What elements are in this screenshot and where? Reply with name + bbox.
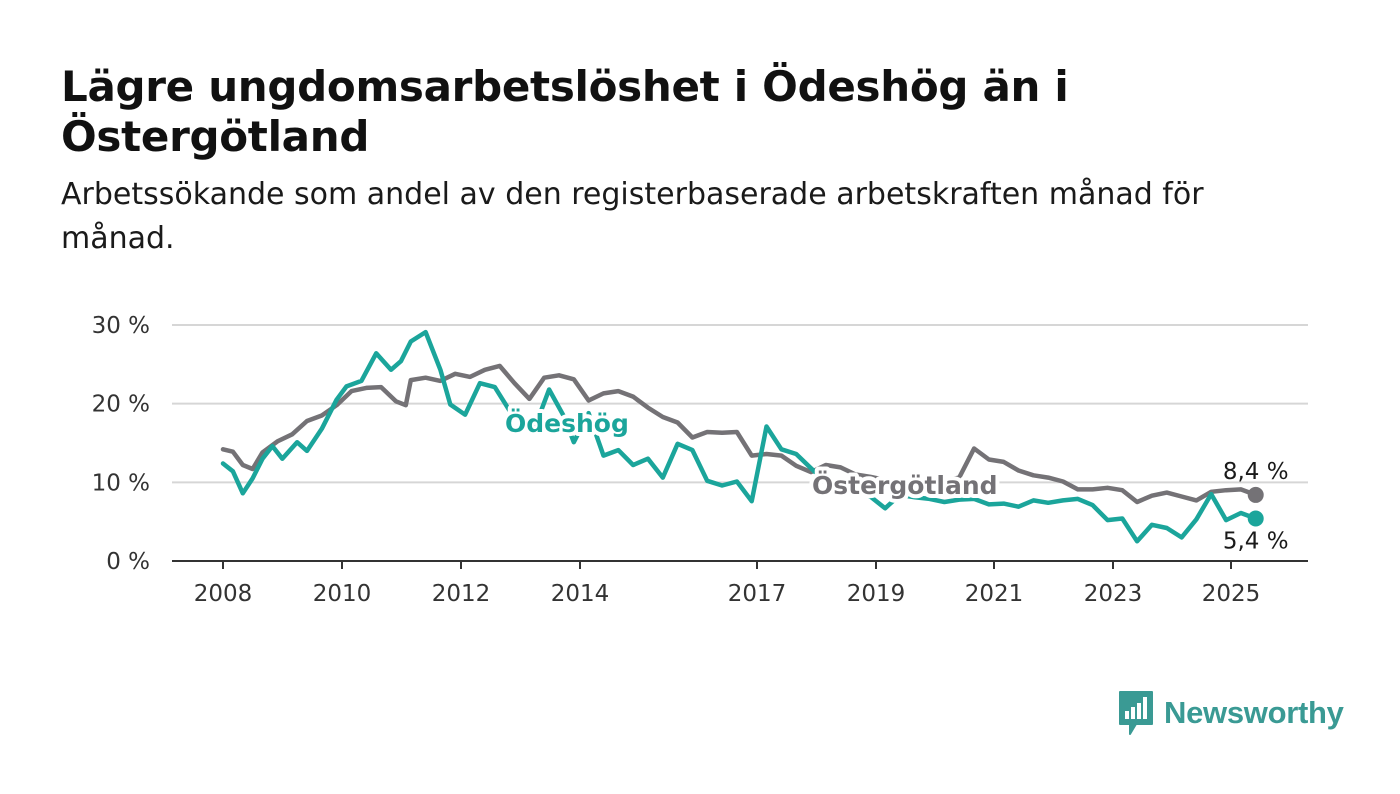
end-value-label-ostergotland: 8,4 % <box>1223 459 1289 485</box>
gridlines <box>172 324 1308 484</box>
end-dot-ostergotland <box>1247 486 1264 503</box>
x-tick-label: 2017 <box>728 581 787 607</box>
series-line-odeshog <box>220 329 1258 544</box>
x-tick-label: 2019 <box>847 581 906 607</box>
chart-title: Lägre ungdomsarbetslöshet i Ödeshög än i… <box>61 62 1069 162</box>
y-tick-label: 10 % <box>92 470 150 496</box>
brand-logo[interactable]: Newsworthy <box>1118 690 1344 736</box>
series-label-ostergotland: Östergötland <box>812 470 998 500</box>
brand-name: Newsworthy <box>1164 695 1344 730</box>
series-label-odeshog: Ödeshög <box>505 408 629 438</box>
x-tick-label: 2025 <box>1202 581 1261 607</box>
x-tick-label: 2014 <box>551 581 610 607</box>
chart-subtitle: Arbetssökande som andel av den registerb… <box>61 177 1204 256</box>
series-line-ostergotland <box>220 363 1258 505</box>
bar-chart-speech-bubble-icon <box>1119 691 1153 735</box>
end-dot-odeshog <box>1247 510 1264 527</box>
end-value-label-odeshog: 5,4 % <box>1223 529 1289 555</box>
x-tick-label: 2010 <box>313 581 372 607</box>
x-tick-label: 2008 <box>194 581 253 607</box>
y-tick-label: 20 % <box>92 392 150 418</box>
axes: 0 % 10 % 20 % 30 % 2008 2010 2012 2014 2017 2019 2… <box>92 313 1308 607</box>
x-tick-label: 2012 <box>432 581 491 607</box>
y-tick-label: 0 % <box>106 549 150 575</box>
x-tick-label: 2023 <box>1084 581 1143 607</box>
y-tick-label: 30 % <box>92 313 150 339</box>
x-tick-label: 2021 <box>965 581 1024 607</box>
series-lines <box>220 329 1258 544</box>
series-label-halo-odeshog: Ödeshög <box>505 408 629 438</box>
series-label-halo-ostergotland: Östergötland <box>812 470 998 500</box>
